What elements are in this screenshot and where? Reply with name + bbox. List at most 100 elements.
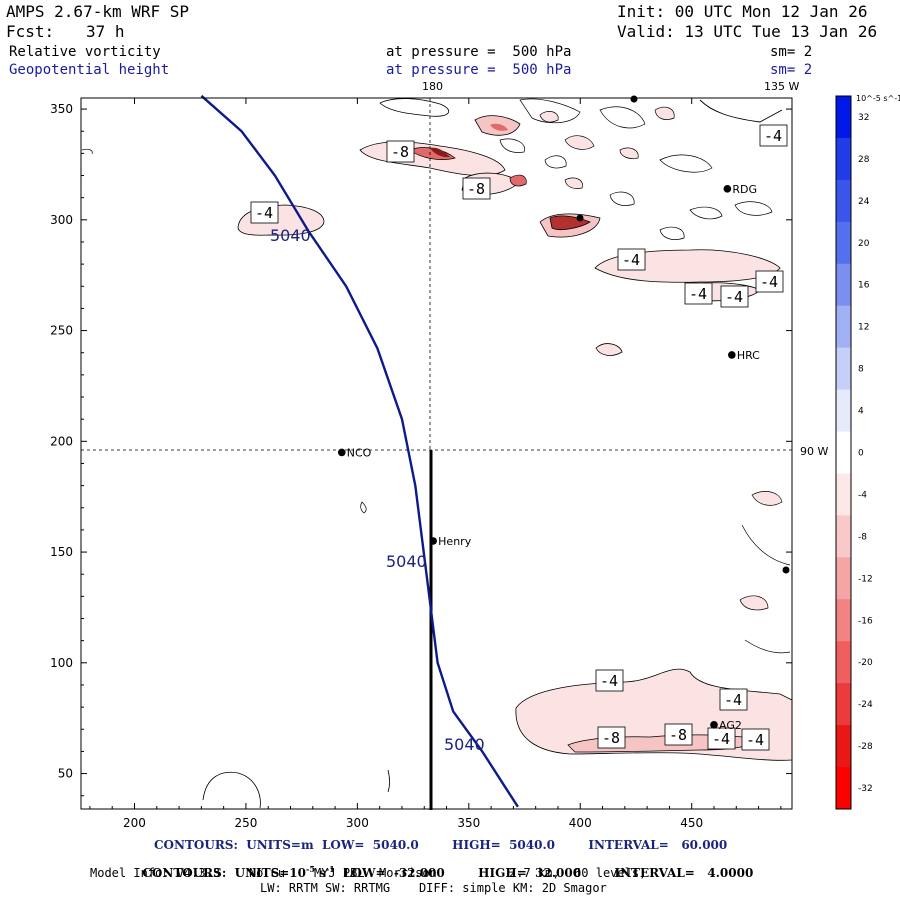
meridian-90w-label: 90 W xyxy=(800,445,828,458)
colorbar-swatch xyxy=(836,515,851,558)
station-marker xyxy=(337,448,346,457)
vorticity-labels: -4 -8 -8 -4 -4 -4 -4 -4 -4 -4 -8 -8 -4 -… xyxy=(250,124,788,751)
x-tick-label: 450 xyxy=(680,816,703,830)
colorbar-swatch xyxy=(836,389,851,433)
y-tick-label: 350 xyxy=(50,102,73,116)
colorbar-swatch xyxy=(836,221,851,265)
y-tick-label: 50 xyxy=(58,767,73,781)
stations: NCO Henry RDG HRC AG2 xyxy=(337,183,760,732)
init-time: Init: 00 UTC Mon 12 Jan 26 xyxy=(617,2,868,21)
colorbar-label: 20 xyxy=(858,239,870,249)
vorticity-units-b: s xyxy=(314,866,326,880)
station-label: Henry xyxy=(438,535,472,548)
colorbar-swatch xyxy=(836,557,851,600)
station-label: HRC xyxy=(737,349,760,362)
colorbar-label: -4 xyxy=(858,490,867,500)
station-marker xyxy=(630,95,638,103)
vorticity-label: -4 xyxy=(746,731,764,749)
y-tick-label: 200 xyxy=(50,434,73,448)
colorbar-swatch xyxy=(836,641,851,684)
colorbar-label: 24 xyxy=(858,197,870,207)
physics-info: LW: RRTM SW: RRTMG DIFF: simple KM: 2D S… xyxy=(260,881,607,895)
colorbar-label: 32 xyxy=(858,113,869,123)
station-marker xyxy=(576,214,584,222)
height-label: 5040 xyxy=(386,552,427,571)
colorbar-swatch xyxy=(836,263,851,307)
y-tick-label: 300 xyxy=(50,213,73,227)
vorticity-label: -4 xyxy=(760,273,778,291)
station-marker xyxy=(710,721,718,729)
colorbar-swatch xyxy=(836,725,851,768)
colorbar-swatch xyxy=(836,305,851,349)
y-tick-label: 100 xyxy=(50,656,73,670)
y-tick-label: 150 xyxy=(50,545,73,559)
x-tick-label: 200 xyxy=(123,816,146,830)
colorbar-swatch xyxy=(836,137,851,181)
colorbar-label: -12 xyxy=(858,574,873,584)
field1-smoothing: sm= 2 xyxy=(770,44,813,60)
forecast-hour: 37 h xyxy=(86,22,125,41)
x-tick-label: 250 xyxy=(234,816,257,830)
vorticity-label: -4 xyxy=(600,672,618,690)
station-marker xyxy=(782,566,790,574)
colorbar-swatch xyxy=(836,179,851,223)
model-title: AMPS 2.67-km WRF SP xyxy=(6,2,190,21)
vorticity-units-c: LOW= -32.000 HIGH= 32.000 INTERVAL= 4.00… xyxy=(334,866,754,880)
colorbar-label: -32 xyxy=(858,784,873,794)
field1-name: Relative vorticity xyxy=(9,44,161,60)
colorbar-label: -16 xyxy=(858,616,873,626)
vorticity-label: -8 xyxy=(467,180,485,198)
colorbar-swatch xyxy=(836,767,851,810)
colorbar-label: 0 xyxy=(858,449,864,459)
station-label: RDG xyxy=(732,183,757,196)
meridian-135w-label: 135 W xyxy=(764,80,799,93)
station-marker xyxy=(728,351,736,359)
colorbar-swatch xyxy=(836,599,851,642)
meridian-180-label: 180 xyxy=(422,80,443,93)
forecast-label: Fcst: xyxy=(6,22,55,41)
plot-frame xyxy=(80,97,793,810)
vorticity-label: -4 xyxy=(764,127,782,145)
x-tick-label: 350 xyxy=(457,816,480,830)
colorbar-label: 4 xyxy=(858,407,864,417)
vorticity-label: -4 xyxy=(724,691,742,709)
vorticity-label: -4 xyxy=(622,251,640,269)
colorbar-swatch xyxy=(836,683,851,726)
vorticity-contour-info: CONTOURS: UNITS=10-5 s-1 LOW= -32.000 HI… xyxy=(142,864,754,880)
colorbar: 32 28 24 20 16 12 8 4 0 -4 -8 -12 -16 -20 -24 -28 -32 xyxy=(835,95,873,810)
height-label: 5040 xyxy=(270,226,311,245)
x-tick-label: 300 xyxy=(346,816,369,830)
field2-pressure: at pressure = 500 hPa xyxy=(386,62,572,78)
model-info: Model Info: V4.3.3 No Cu MYJ PBL Morriso… xyxy=(90,866,647,880)
vorticity-label: -4 xyxy=(725,288,743,306)
colorbar-swatch xyxy=(836,431,851,474)
vorticity-label: -8 xyxy=(602,729,620,747)
valid-time: Valid: 13 UTC Tue 13 Jan 26 xyxy=(617,22,878,41)
vorticity-units-a: CONTOURS: UNITS=10 xyxy=(142,866,306,880)
vorticity-label: -8 xyxy=(391,143,409,161)
height-contour-5040 xyxy=(200,94,519,808)
colorbar-label: 16 xyxy=(858,281,870,291)
vorticity-label: -4 xyxy=(255,204,273,222)
field1-pressure: at pressure = 500 hPa xyxy=(386,44,572,60)
station-label: NCO xyxy=(347,446,372,459)
colorbar-label: -28 xyxy=(858,742,873,752)
vorticity-label: -4 xyxy=(689,285,707,303)
vorticity-shading xyxy=(81,98,793,809)
station-label: AG2 xyxy=(719,719,742,732)
station-marker xyxy=(429,537,437,545)
height-label: 5040 xyxy=(444,735,485,754)
colorbar-swatch xyxy=(836,96,851,139)
colorbar-swatch xyxy=(836,347,851,391)
colorbar-frame xyxy=(835,95,852,810)
colorbar-label: 12 xyxy=(858,323,869,333)
colorbar-label: -20 xyxy=(858,658,873,668)
height-contour-info: CONTOURS: UNITS=m LOW= 5040.0 HIGH= 5040… xyxy=(154,838,728,852)
colorbar-unit: 10^-5 s^-1 xyxy=(856,94,900,103)
y-tick-label: 250 xyxy=(50,324,73,338)
vorticity-label: -8 xyxy=(669,726,687,744)
colorbar-label: 8 xyxy=(858,365,864,375)
x-tick-label: 400 xyxy=(569,816,592,830)
axes: 200 250 300 350 400 450 50 100 150 200 250 300 350 xyxy=(50,98,792,830)
